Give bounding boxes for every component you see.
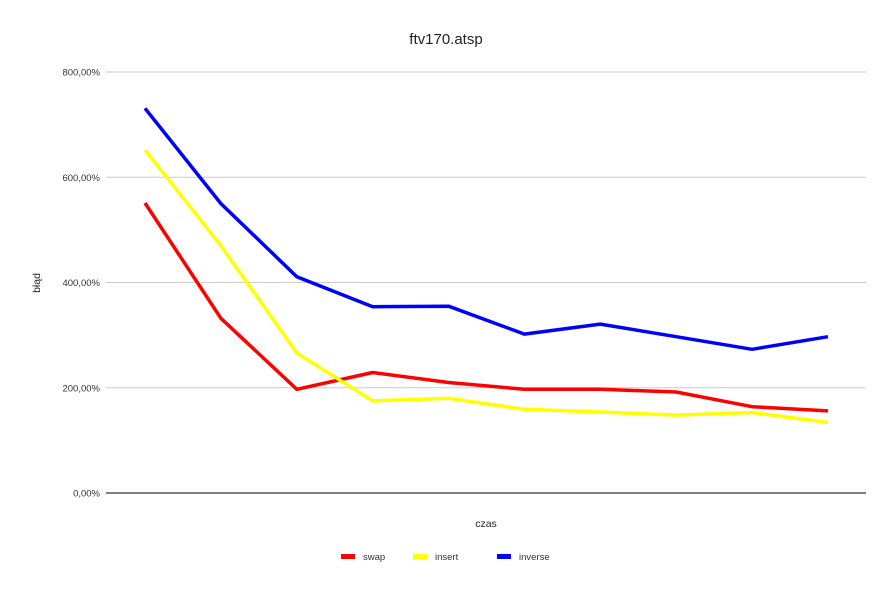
series-line-swap	[143, 202, 829, 413]
legend-label-inverse: inverse	[519, 552, 550, 563]
legend: swap insert inverse	[341, 552, 550, 563]
legend-swatch-swap	[341, 554, 355, 559]
legend-swatch-insert	[413, 554, 427, 559]
legend-label-swap: swap	[363, 552, 385, 563]
series-line-insert	[143, 148, 829, 425]
legend-label-insert: insert	[435, 552, 459, 563]
y-tick-label: 800,00%	[62, 68, 100, 79]
y-tick-label: 600,00%	[62, 173, 100, 184]
x-axis-title: czas	[475, 518, 497, 530]
gridlines	[106, 71, 866, 494]
y-tick-label: 200,00%	[62, 383, 100, 394]
y-tick-labels: 0,00% 200,00% 400,00% 600,00% 800,00%	[62, 68, 100, 500]
legend-swatch-inverse	[497, 554, 511, 559]
series-line-inverse	[143, 107, 829, 352]
y-tick-label: 0,00%	[73, 489, 100, 500]
y-tick-label: 400,00%	[62, 278, 100, 289]
chart-title: ftv170.atsp	[409, 31, 482, 48]
series-lines	[143, 107, 829, 425]
y-axis-title: błąd	[31, 273, 43, 293]
